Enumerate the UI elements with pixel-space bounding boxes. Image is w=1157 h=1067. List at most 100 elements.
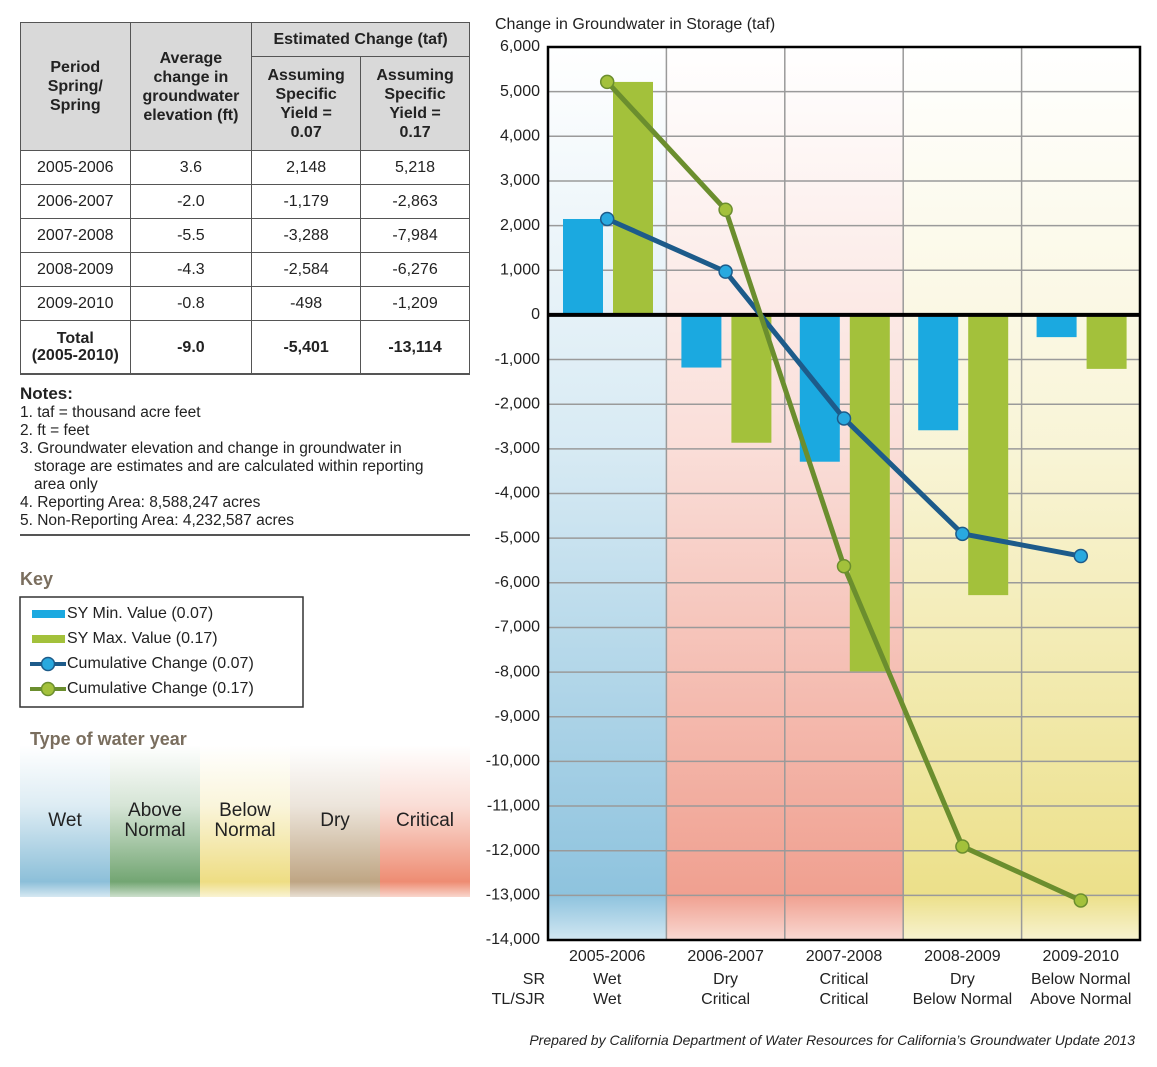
bar: [563, 218, 603, 315]
table-cell: 2,148: [251, 150, 362, 185]
notes: Notes: 1. taf = thousand acre feet 2. ft =…: [20, 384, 470, 536]
x-tick-label: 2009-2010: [1043, 948, 1120, 965]
bar: [681, 314, 722, 368]
y-tick-label: -5,000: [495, 529, 540, 546]
y-tick-label: 5,000: [500, 83, 540, 100]
y-tick-label: 6,000: [500, 38, 540, 55]
line-marker: [1073, 893, 1089, 908]
tlsjr-label: Wet: [593, 991, 622, 1008]
water-year-type: Above Normal: [110, 745, 200, 897]
legend-label: Cumulative Change (0.17): [67, 680, 254, 697]
table-cell: -3,288: [251, 218, 362, 253]
row-label: TL/SJR: [492, 991, 545, 1008]
total-cell: -13,114: [360, 320, 470, 375]
table-cell: 3.6: [129, 150, 253, 185]
table-cell: 2007-2008: [20, 218, 131, 253]
tlsjr-label: Critical: [820, 991, 869, 1008]
table-row: 2006-2007 -2.0 -1,179 -2,863: [20, 184, 470, 219]
y-tick-label: 3,000: [500, 172, 540, 189]
tlsjr-label: Below Normal: [913, 991, 1013, 1008]
y-tick-label: -4,000: [495, 485, 540, 502]
bar: [613, 81, 653, 315]
table-cell: -2,584: [251, 252, 362, 287]
line-marker: [955, 526, 970, 542]
legend-marker: [40, 656, 56, 672]
y-tick-label: -6,000: [495, 574, 540, 591]
y-tick-label: 1,000: [500, 261, 540, 278]
legend-swatch: [32, 635, 65, 643]
note-item: 5. Non-Reporting Area: 4,232,587 acres: [20, 512, 295, 529]
y-tick-label: 2,000: [500, 217, 540, 234]
table-cell: -1,179: [251, 184, 362, 219]
table-cell: -5.5: [129, 218, 253, 253]
bar: [1036, 314, 1077, 338]
x-tick-label: 2007-2008: [806, 948, 883, 965]
legend-label: SY Min. Value (0.07): [67, 605, 213, 622]
table-cell: -0.8: [129, 286, 253, 321]
water-year-type: Dry: [290, 745, 380, 897]
y-tick-label: 4,000: [500, 128, 540, 145]
legend-label: Cumulative Change (0.07): [67, 655, 254, 672]
y-tick-label: -1,000: [495, 351, 540, 368]
note-item: 2. ft = feet: [20, 422, 90, 439]
table-cell: -6,276: [360, 252, 470, 287]
table-row: 2009-2010 -0.8 -498 -1,209: [20, 286, 470, 321]
line-marker: [1073, 548, 1089, 564]
table-cell: 2008-2009: [20, 252, 131, 287]
legend-box: [19, 596, 304, 708]
y-tick-label: -11,000: [487, 797, 540, 814]
bar: [968, 314, 1009, 596]
sr-label: Wet: [593, 971, 622, 988]
col-header: Period Spring/ Spring: [20, 22, 131, 151]
y-tick-label: -8,000: [495, 663, 540, 680]
y-tick-label: -2,000: [495, 395, 540, 412]
tlsjr-label: Critical: [701, 991, 750, 1008]
bar: [1086, 314, 1127, 369]
note-item: 3. Groundwater elevation and change in g…: [20, 440, 424, 493]
x-tick-label: 2008-2009: [924, 948, 1001, 965]
table-cell: -2.0: [129, 184, 253, 219]
total-cell: -5,401: [251, 320, 362, 375]
key-title: Key: [20, 569, 54, 589]
line-marker: [599, 211, 615, 227]
col-header: Assuming Specific Yield = 0.17: [360, 56, 470, 151]
sr-label: Critical: [820, 971, 869, 988]
legend-marker: [40, 681, 56, 697]
water-year-title: Type of water year: [30, 729, 187, 749]
note-item: 1. taf = thousand acre feet: [20, 404, 201, 421]
table-cell: 2009-2010: [20, 286, 131, 321]
water-year-type: Below Normal: [200, 745, 290, 897]
row-label: SR: [523, 971, 545, 988]
table-row: 2008-2009 -4.3 -2,584 -6,276: [20, 252, 470, 287]
y-tick-label: -7,000: [495, 619, 540, 636]
y-tick-label: -13,000: [486, 887, 540, 904]
water-year-type: Wet: [20, 745, 110, 897]
total-cell: Total (2005-2010): [20, 320, 131, 375]
table-cell: -7,984: [360, 218, 470, 253]
line-marker: [836, 558, 852, 574]
note-item: 4. Reporting Area: 8,588,247 acres: [20, 494, 261, 511]
col-header: Assuming Specific Yield = 0.07: [251, 56, 362, 151]
bar: [918, 314, 959, 431]
group-header: Estimated Change (taf): [251, 22, 470, 57]
table-cell: 2006-2007: [20, 184, 131, 219]
y-tick-label: -10,000: [486, 753, 540, 770]
water-year-key: Wet Above Normal Below Normal Dry Critical: [20, 745, 470, 897]
data-table: Period Spring/ Spring Average change in g…: [20, 22, 470, 375]
line-marker: [718, 264, 733, 279]
y-tick-label: -12,000: [486, 842, 540, 859]
legend-label: SY Max. Value (0.17): [67, 630, 218, 647]
y-axis-title: Change in Groundwater in Storage (taf): [495, 16, 775, 33]
tlsjr-label: Above Normal: [1030, 991, 1131, 1008]
legend-swatch: [32, 610, 65, 618]
y-tick-label: 0: [531, 306, 540, 323]
total-row: Total (2005-2010) -9.0 -5,401 -13,114: [20, 320, 470, 375]
bar: [731, 314, 772, 443]
y-tick-label: -9,000: [495, 708, 540, 725]
total-cell: -9.0: [129, 320, 253, 375]
table-cell: -1,209: [360, 286, 470, 321]
table-cell: 5,218: [360, 150, 470, 185]
line-marker: [836, 411, 852, 426]
